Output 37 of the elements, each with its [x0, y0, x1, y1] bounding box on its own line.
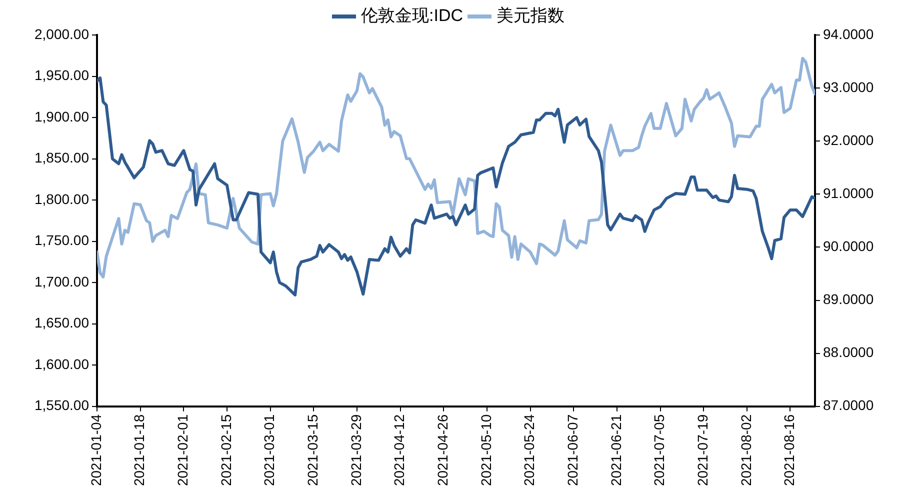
y2-tick-label: 89.0000 [823, 291, 874, 308]
y2-tick-label: 92.0000 [823, 132, 874, 148]
y-tick-label: 2,000.00 [34, 26, 90, 42]
y-tick-label: 1,750.00 [34, 232, 90, 248]
y-tick-label: 1,850.00 [34, 150, 90, 166]
y-tick-label: 1,900.00 [34, 108, 90, 124]
y-tick-label: 1,600.00 [34, 356, 90, 372]
y-tick-label: 1,800.00 [34, 190, 90, 207]
y2-tick-label: 94.0000 [823, 26, 874, 42]
y2-tick-label: 87.0000 [823, 397, 874, 414]
y2-tick-label: 88.0000 [823, 344, 874, 360]
x-tick-label: 2021-03-15 [304, 414, 320, 486]
y-tick-label: 1,650.00 [34, 314, 90, 331]
legend-label: 美元指数 [496, 6, 564, 26]
x-tick-label: 2021-03-01 [261, 414, 278, 486]
x-tick-label: 2021-04-12 [391, 414, 408, 486]
x-tick-label: 2021-04-26 [434, 414, 450, 486]
x-tick-label: 2021-07-05 [651, 414, 668, 486]
y2-tick-label: 91.0000 [823, 185, 874, 202]
x-tick-label: 2021-03-29 [348, 414, 364, 486]
x-tick-label: 2021-05-10 [478, 414, 494, 486]
x-tick-label: 2021-08-16 [781, 414, 798, 486]
x-tick-label: 2021-05-24 [521, 414, 538, 486]
x-tick-label: 2021-06-21 [608, 414, 624, 486]
legend-label: 伦敦金现:IDC [361, 6, 463, 26]
y2-tick-label: 90.0000 [823, 238, 874, 254]
y-tick-label: 1,950.00 [34, 67, 90, 84]
y-tick-label: 1,700.00 [34, 273, 90, 290]
x-tick-label: 2021-07-19 [694, 414, 710, 486]
x-tick-label: 2021-01-18 [131, 414, 148, 486]
x-tick-label: 2021-08-02 [738, 414, 754, 486]
x-tick-label: 2021-02-01 [174, 414, 191, 486]
x-tick-label: 2021-01-04 [88, 414, 104, 486]
y2-tick-label: 93.0000 [823, 78, 874, 95]
x-tick-label: 2021-02-15 [218, 414, 234, 486]
y-tick-label: 1,550.00 [34, 397, 90, 414]
x-tick-label: 2021-06-07 [564, 414, 580, 486]
